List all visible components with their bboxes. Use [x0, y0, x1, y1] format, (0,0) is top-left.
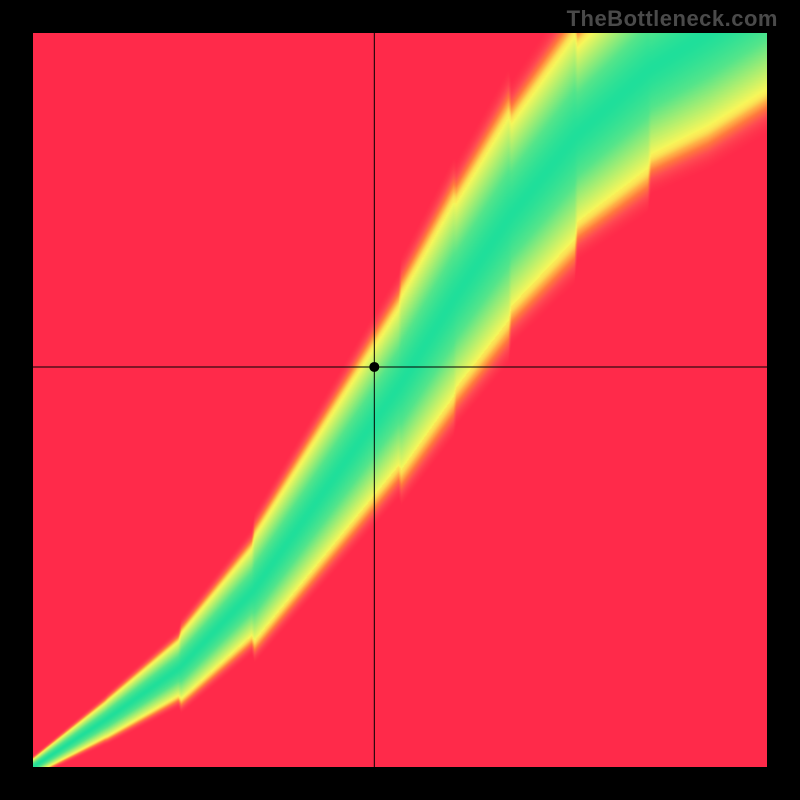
bottleneck-heatmap-chart — [33, 33, 767, 767]
watermark-text: TheBottleneck.com — [567, 6, 778, 32]
crosshair-overlay — [33, 33, 767, 767]
crosshair-marker-dot[interactable] — [369, 362, 379, 372]
